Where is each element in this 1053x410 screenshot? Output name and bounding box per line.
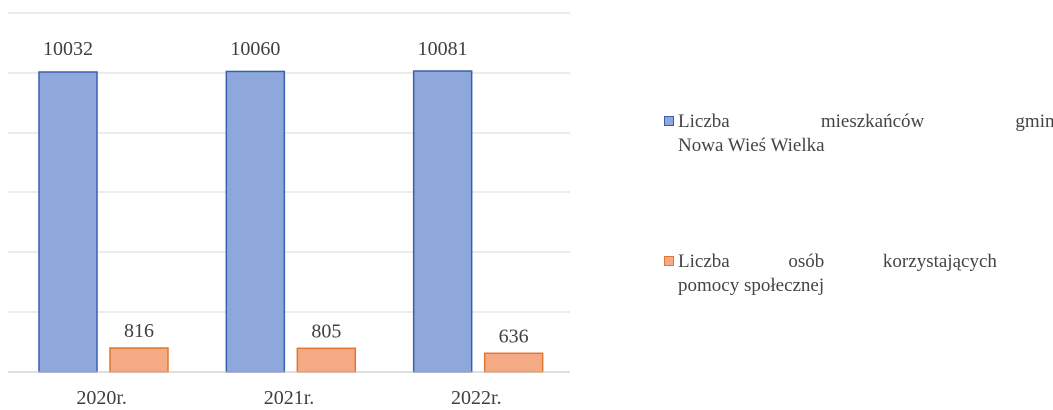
data-label-assistance-2: 636	[499, 325, 529, 347]
legend-swatch-assistance	[664, 256, 674, 266]
legend-swatch-residents	[664, 116, 674, 126]
bar-assistance-2	[483, 352, 544, 373]
bar-chart: 10032 816 2020r. 10060 805 2021r. 10081 636 2022…	[8, 12, 570, 409]
data-label-assistance-0: 816	[124, 320, 154, 342]
data-label-residents-2: 10081	[418, 38, 468, 60]
legend-label-assistance-line2: pomocy społecznej	[678, 275, 825, 296]
bar-residents-1	[225, 70, 286, 373]
data-label-assistance-1: 805	[311, 320, 341, 342]
category-label-0: 2020r.	[76, 387, 127, 409]
bar-residents-2	[412, 70, 473, 373]
category-label-2: 2022r.	[451, 387, 502, 409]
bar-assistance-0	[109, 347, 169, 373]
legend-item-residents: Liczba mieszkańców gminy Nowa Wieś Wielk…	[664, 110, 1053, 158]
legend-label-assistance-line1: Liczba osób korzystających z	[678, 251, 1053, 272]
data-label-residents-1: 10060	[230, 38, 280, 60]
legend-label-residents-line1: Liczba mieszkańców gminy	[678, 111, 1053, 132]
legend-label-residents-line2: Nowa Wieś Wielka	[678, 135, 825, 156]
bar-assistance-1	[296, 347, 357, 373]
category-label-1: 2021r.	[264, 387, 315, 409]
legend-item-assistance: Liczba osób korzystających z pomocy społ…	[664, 250, 1053, 298]
bar-residents-0	[38, 71, 98, 373]
data-label-residents-0: 10032	[43, 38, 93, 60]
